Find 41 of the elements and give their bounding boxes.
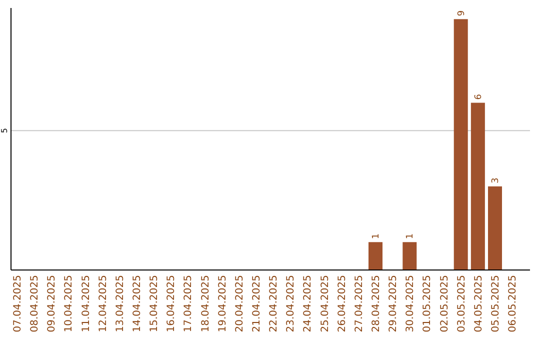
x-tick-label: 20.04.2025 (234, 275, 246, 332)
data-label: 1 (372, 233, 382, 240)
x-tick-label: 03.05.2025 (456, 275, 468, 332)
x-tick-label: 26.04.2025 (336, 275, 348, 332)
bar (402, 242, 417, 270)
x-tick-label: 12.04.2025 (98, 275, 109, 332)
data-label: 9 (456, 10, 467, 16)
data-label: 6 (474, 94, 484, 100)
x-tick-label: 01.05.2025 (422, 275, 434, 332)
x-tick-label: 10.04.2025 (64, 275, 75, 332)
x-tick-label: 17.04.2025 (183, 275, 194, 332)
x-tick-label: 21.04.2025 (252, 275, 263, 332)
x-tick-label: 18.04.2025 (200, 275, 212, 332)
bar (488, 186, 502, 270)
x-tick-label: 27.04.2025 (354, 275, 365, 332)
x-tick-label: 04.05.2025 (473, 275, 484, 332)
x-tick-label: 09.04.2025 (46, 275, 58, 332)
ref-line-label: 5 (0, 128, 9, 134)
data-label: 3 (490, 178, 501, 184)
x-tick-label: 02.05.2025 (439, 275, 450, 332)
x-tick-label: 25.04.2025 (320, 275, 331, 332)
x-tick-label: 08.04.2025 (30, 275, 41, 332)
bar (470, 102, 485, 270)
x-tick-label: 14.04.2025 (132, 275, 144, 332)
x-tick-label: 11.04.2025 (80, 275, 92, 332)
x-tick-label: 05.05.2025 (490, 275, 502, 332)
x-tick-label: 30.04.2025 (405, 275, 416, 332)
x-tick-label: 22.04.2025 (268, 275, 280, 332)
x-tick-label: 13.04.2025 (114, 275, 126, 332)
x-tick-label: 16.04.2025 (166, 275, 178, 332)
x-tick-label: 24.04.2025 (302, 275, 314, 332)
x-tick-label: 19.04.2025 (217, 275, 228, 332)
x-tick-label: 23.04.2025 (286, 275, 297, 332)
bar (368, 242, 383, 270)
x-tick-label: 15.04.2025 (149, 275, 160, 332)
x-tick-label: 28.04.2025 (371, 275, 382, 332)
data-label: 1 (406, 233, 416, 240)
x-tick-label: 07.04.2025 (12, 275, 24, 332)
x-tick-label: 06.05.2025 (508, 275, 519, 332)
bar (454, 19, 468, 270)
x-tick-label: 29.04.2025 (388, 275, 400, 332)
